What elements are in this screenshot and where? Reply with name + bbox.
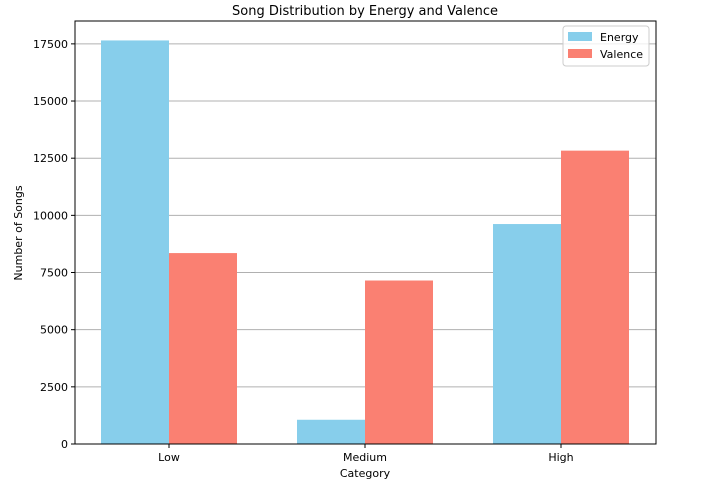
x-axis-ticks: Low Medium High	[158, 444, 574, 464]
legend-label: Energy	[600, 31, 639, 44]
bar-energy-high	[493, 224, 561, 444]
y-tick-label: 0	[61, 438, 68, 451]
y-tick-label: 5000	[40, 324, 68, 337]
y-tick-label: 10000	[33, 209, 68, 222]
legend-swatch	[568, 49, 592, 58]
y-tick-label: 17500	[33, 38, 68, 51]
legend: Energy Valence	[562, 25, 650, 67]
y-tick-label: 2500	[40, 381, 68, 394]
legend-swatch	[568, 32, 592, 41]
y-tick-label: 15000	[33, 95, 68, 108]
y-axis-label: Number of Songs	[12, 185, 25, 280]
legend-label: Valence	[600, 48, 643, 61]
bar-energy-medium	[297, 419, 365, 444]
x-tick-label: Medium	[343, 451, 387, 464]
bar-valence-medium	[365, 280, 433, 444]
x-axis-label: Category	[340, 467, 391, 480]
chart-title: Song Distribution by Energy and Valence	[232, 4, 498, 19]
x-tick-label: High	[548, 451, 573, 464]
y-tick-label: 7500	[40, 267, 68, 280]
bar-valence-low	[169, 253, 237, 444]
y-axis-ticks: 0 2500 5000 7500 10000 12500 15000 17500	[33, 38, 75, 451]
y-tick-label: 12500	[33, 152, 68, 165]
x-tick-label: Low	[158, 451, 180, 464]
bars	[101, 40, 629, 445]
bar-energy-low	[101, 40, 169, 445]
bar-valence-high	[561, 150, 629, 444]
